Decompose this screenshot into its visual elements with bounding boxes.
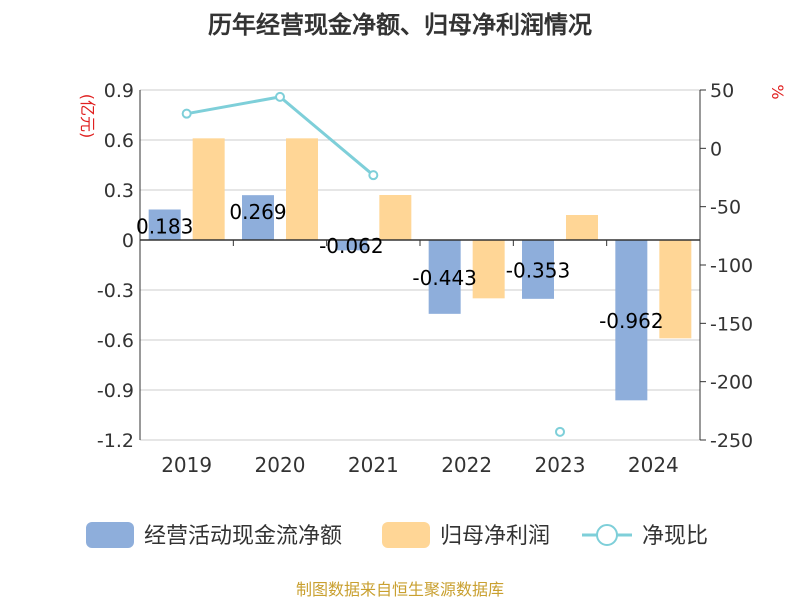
cashflow-data-label: -0.443	[412, 266, 476, 290]
left-tick-label: -0.9	[97, 380, 134, 402]
cashflow-bar	[335, 240, 368, 251]
cashflow-bar	[522, 240, 554, 299]
left-tick-label: 0	[122, 230, 134, 252]
cashflow-bar	[242, 195, 274, 240]
right-tick-label: -100	[710, 255, 753, 277]
left-tick-label: 0.9	[104, 80, 134, 102]
net-profit-bar	[566, 215, 598, 240]
legend: 经营活动现金流净额 归母净利润 净现比	[86, 522, 708, 549]
net-profit-bar	[472, 240, 505, 299]
source-footer: 制图数据来自恒生聚源数据库	[296, 580, 504, 599]
x-tick-label: 2024	[628, 453, 679, 477]
bar-marks	[148, 138, 692, 401]
net-profit-bar	[192, 138, 225, 240]
ratio-line	[181, 91, 565, 437]
ratio-point	[275, 91, 285, 102]
x-tick-label: 2019	[161, 453, 212, 477]
cashflow-data-label: -0.353	[506, 258, 570, 282]
net-profit-bar	[379, 195, 412, 240]
x-tick-label: 2021	[348, 453, 399, 477]
left-tick-label: 0.6	[104, 130, 134, 152]
left-tick-label: 0.3	[104, 180, 134, 202]
right-tick-label: -50	[710, 197, 741, 219]
legend-swatch-net-profit	[382, 522, 430, 548]
right-tick-label: -250	[710, 430, 753, 452]
legend-label-ratio: 净现比	[642, 524, 708, 549]
axes: 0.9 0.6 0.3 0 -0.3 -0.6 -0.9 -1.2 50 0 -50 -100 -150…	[97, 80, 753, 477]
net-profit-bar	[659, 240, 692, 339]
x-tick-label: 2023	[535, 453, 586, 477]
cashflow-bar	[428, 240, 461, 314]
left-tick-label: -0.3	[97, 280, 134, 302]
legend-swatch-cashflow	[86, 522, 134, 548]
right-tick-label: 0	[710, 138, 722, 160]
x-tick-label: 2022	[441, 453, 492, 477]
cashflow-bar	[615, 240, 648, 401]
cashflow-data-label: -0.962	[599, 309, 663, 333]
cashflow-bar	[148, 209, 181, 240]
left-tick-label: -0.6	[97, 330, 134, 352]
net-profit-bar	[286, 138, 318, 240]
grid-lines	[140, 89, 700, 441]
cashflow-data-label: -0.062	[319, 234, 383, 258]
legend-label-net-profit: 归母净利润	[440, 524, 550, 549]
cashflow-data-label: 0.269	[229, 200, 286, 224]
right-tick-label: -150	[710, 313, 753, 335]
ratio-point	[368, 170, 379, 181]
cashflow-data-label: 0.183	[136, 215, 193, 239]
data-labels: 0.183 0.269 -0.062 -0.443 -0.353 -0.962	[136, 200, 664, 333]
right-axis-unit-label: %	[768, 84, 787, 99]
ratio-point	[181, 108, 192, 119]
chart-title: 历年经营现金净额、归母净利润情况	[208, 11, 592, 39]
right-tick-label: 50	[710, 80, 734, 102]
ratio-point	[555, 426, 565, 437]
legend-label-cashflow: 经营活动现金流净额	[144, 524, 342, 549]
legend-marker-ratio	[596, 524, 618, 546]
left-tick-label: -1.2	[97, 430, 134, 452]
right-tick-label: -200	[710, 372, 753, 394]
x-tick-label: 2020	[255, 453, 306, 477]
left-axis-unit-label: (亿元)	[78, 94, 97, 139]
